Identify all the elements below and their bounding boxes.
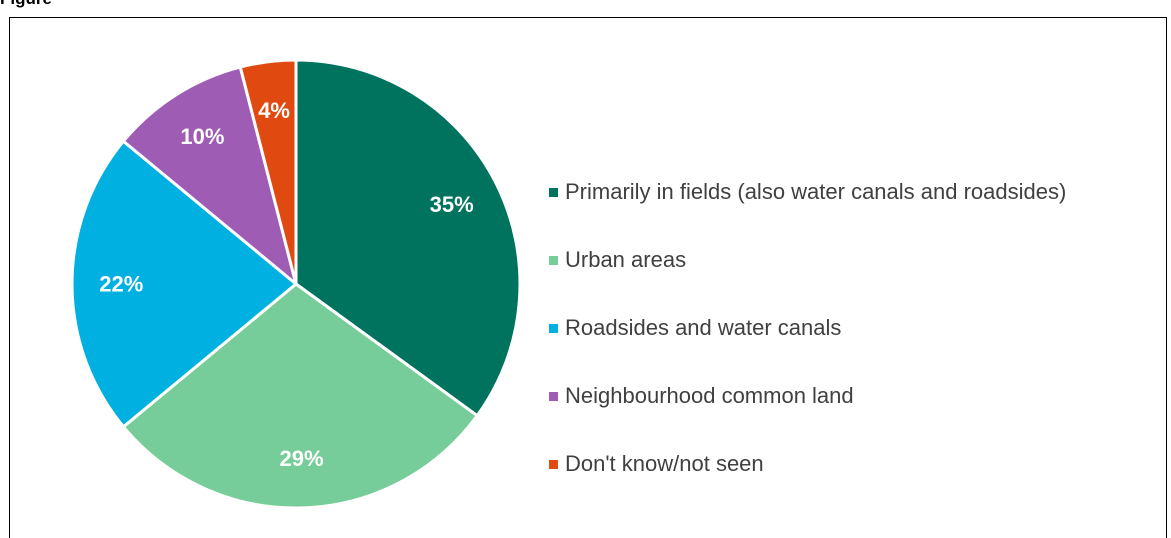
legend-swatch-roadsides-and-water-canals <box>549 323 558 333</box>
pie-value-labels: 35% 29% 22% 10% 4% <box>99 98 473 471</box>
legend-item-urban-areas: Urban areas <box>549 226 1066 294</box>
chart-frame: 35% 29% 22% 10% 4% Primarily in fields (also… <box>9 17 1167 538</box>
figure-title: Figure <box>0 0 52 9</box>
legend-label-primarily-in-fields-also-water-canals-and-roadsides: Primarily in fields (also water canals a… <box>565 179 1067 204</box>
pie-value-label-neighbourhood-common-land: 10% <box>180 124 224 149</box>
legend-label-roadsides-and-water-canals: Roadsides and water canals <box>565 315 842 340</box>
pie-value-label-primarily-in-fields-also-water-canals-and-roadsides: 35% <box>430 192 474 217</box>
pie-slices <box>70 58 522 510</box>
legend-label-don-t-know-not-seen: Don't know/not seen <box>565 451 764 476</box>
pie-slice-urban-areas <box>121 282 479 510</box>
legend-swatch-primarily-in-fields-also-water-canals-and-roadsides <box>549 187 558 197</box>
legend-item-primarily-in-fields-also-water-canals-and-roadsides: Primarily in fields (also water canals a… <box>549 158 1066 226</box>
pie-slice-primarily-in-fields-also-water-canals-and-roadsides <box>294 58 522 418</box>
legend-item-don-t-know-not-seen: Don't know/not seen <box>549 430 1066 498</box>
legend-item-neighbourhood-common-land: Neighbourhood common land <box>549 362 1066 430</box>
pie-chart: 35% 29% 22% 10% 4% <box>70 58 522 510</box>
legend-swatch-don-t-know-not-seen <box>549 459 558 469</box>
pie-value-label-don-t-know-not-seen: 4% <box>258 98 290 123</box>
pie-value-label-urban-areas: 29% <box>279 446 323 471</box>
chart-legend: Primarily in fields (also water canals a… <box>549 158 1066 498</box>
pie-value-label-roadsides-and-water-canals: 22% <box>99 272 143 297</box>
legend-label-neighbourhood-common-land: Neighbourhood common land <box>565 383 854 408</box>
legend-swatch-neighbourhood-common-land <box>549 391 558 401</box>
legend-item-roadsides-and-water-canals: Roadsides and water canals <box>549 294 1066 362</box>
pie-slice-roadsides-and-water-canals <box>70 139 298 429</box>
pie-slice-don-t-know-not-seen <box>238 58 298 286</box>
legend-swatch-urban-areas <box>549 255 558 265</box>
legend-label-urban-areas: Urban areas <box>565 247 687 272</box>
